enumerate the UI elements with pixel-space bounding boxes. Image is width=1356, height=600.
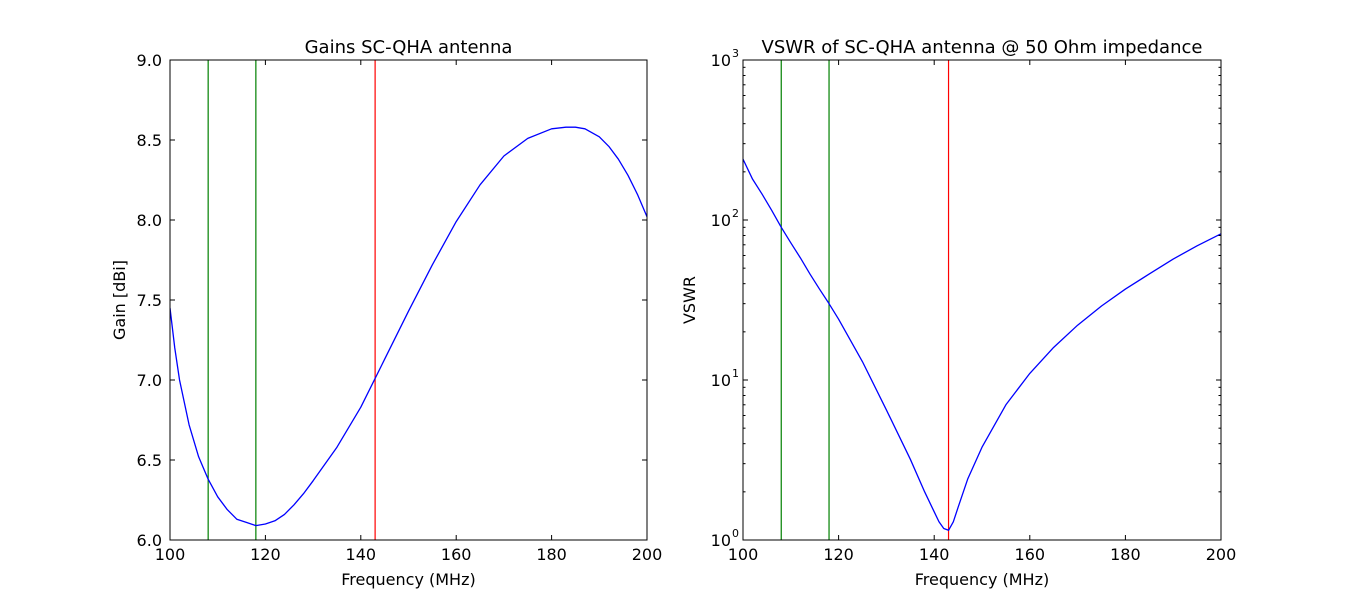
gain-chart-title: Gains SC-QHA antenna [305, 37, 513, 58]
gain-x-tick-label: 200 [632, 545, 663, 564]
gain-x-tick-label: 120 [250, 545, 281, 564]
gain-y-axis-label: Gain [dBi] [110, 260, 129, 340]
gain-y-tick-label: 7.0 [137, 371, 162, 390]
vswr-chart-title: VSWR of SC-QHA antenna @ 50 Ohm impedanc… [762, 37, 1203, 58]
gain-x-tick-label: 100 [155, 545, 186, 564]
gain-ticks: 100 120 140 160 180 200 6.0 6.5 7.0 7.5 8.0 8.5 9.0 [137, 51, 663, 564]
gain-y-tick-label: 7.5 [137, 291, 162, 310]
gain-y-tick-label: 8.5 [137, 131, 162, 150]
vswr-y-tick-exponent: 1 [732, 367, 739, 380]
vswr-y-tick-exponent: 2 [732, 207, 739, 220]
vswr-y-tick-label: 10 [711, 531, 731, 550]
vswr-y-tick-label: 10 [711, 51, 731, 70]
gain-x-axis-label: Frequency (MHz) [341, 570, 475, 589]
vswr-axes-frame [742, 59, 1222, 541]
gain-x-tick-label: 140 [346, 545, 377, 564]
vswr-x-tick-label: 200 [1206, 545, 1237, 564]
vswr-x-axis-label: Frequency (MHz) [915, 570, 1049, 589]
gain-x-tick-label: 180 [536, 545, 567, 564]
gain-y-tick-label: 8.0 [137, 211, 162, 230]
vswr-x-tick-label: 180 [1110, 545, 1141, 564]
gain-y-tick-label: 9.0 [137, 51, 162, 70]
vswr-x-tick-label: 140 [919, 545, 950, 564]
vswr-x-tick-label: 100 [728, 545, 759, 564]
gain-chart: 100 120 140 160 180 2006.06.57.07.58.08.59.0 … [110, 37, 662, 589]
vswr-plot-area [743, 60, 1221, 540]
vswr-y-axis-label: VSWR [680, 276, 699, 324]
gain-y-tick-label: 6.5 [137, 451, 162, 470]
gain-series-line [170, 126, 647, 527]
gain-x-tick-label: 160 [441, 545, 472, 564]
vswr-x-tick-label: 120 [823, 545, 854, 564]
gain-plot-area [170, 60, 647, 540]
vswr-y-tick-label: 10 [711, 371, 731, 390]
gain-y-tick-label: 6.0 [137, 531, 162, 550]
vswr-x-tick-label: 160 [1015, 545, 1046, 564]
vswr-y-tick-exponent: 0 [732, 527, 739, 540]
vswr-y-tick-label: 10 [711, 211, 731, 230]
vswr-y-tick-exponent: 3 [732, 47, 739, 60]
vswr-series-line [743, 158, 1221, 531]
